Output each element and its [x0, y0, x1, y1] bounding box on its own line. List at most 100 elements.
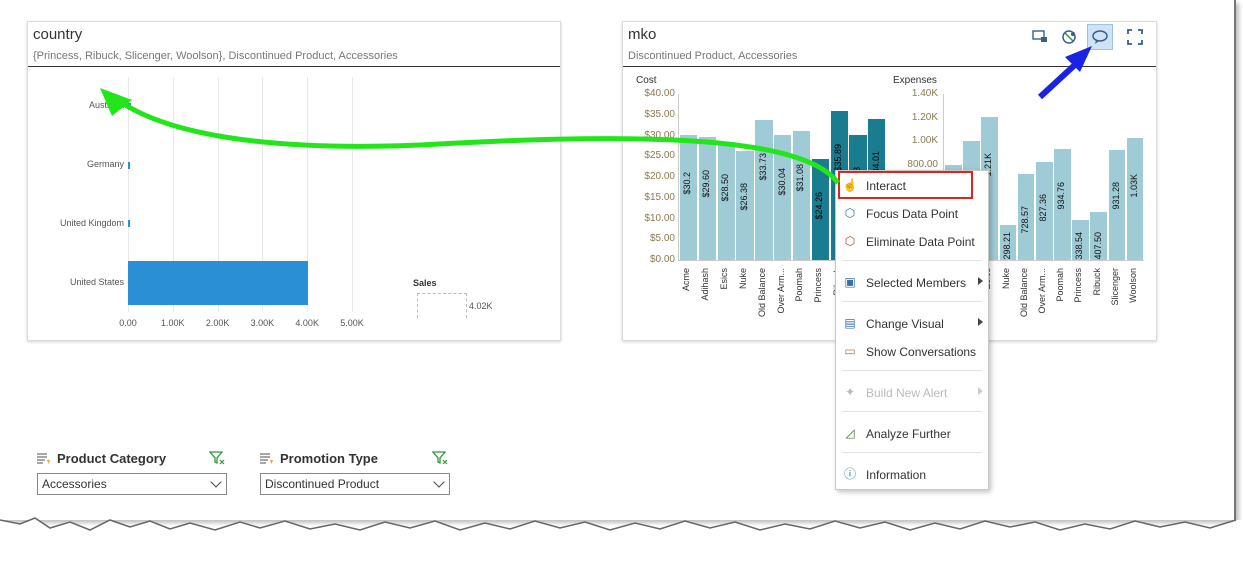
gridline — [217, 77, 219, 312]
category-label: Princess — [1073, 268, 1084, 303]
sales-bar[interactable] — [128, 220, 130, 228]
category-label: Princess — [813, 268, 824, 303]
category-label: Over Arm... — [775, 268, 786, 314]
country-label: United States — [69, 276, 124, 287]
funnel-icon[interactable] — [208, 451, 225, 468]
category-label: Old Balance — [1018, 268, 1029, 318]
x-tick-label: 4.00K — [295, 318, 319, 328]
data-bar[interactable] — [1108, 149, 1126, 260]
data-label: $33.73 — [757, 152, 768, 181]
x-tick-label: 2.00K — [205, 318, 230, 328]
y-tick-label: $5.00 — [649, 233, 675, 245]
country-panel-title: country — [33, 26, 83, 43]
data-bar[interactable] — [792, 131, 811, 260]
y-tick-label: 1.20K — [911, 111, 938, 123]
interact-mode-icon[interactable] — [1087, 24, 1113, 50]
analyze-icon: ◿ — [845, 426, 855, 440]
data-label: 1.03K — [1128, 174, 1139, 198]
data-label: $30.2 — [682, 172, 693, 195]
data-label: 931.28 — [1110, 182, 1121, 210]
menu-item-interact[interactable]: ☝ Interact — [836, 173, 988, 199]
data-bar[interactable] — [1017, 173, 1035, 260]
menu-item-label: Interact — [866, 179, 907, 193]
funnel-icon[interactable] — [431, 451, 448, 468]
menu-item-focus-data-point[interactable]: ⬡ Focus Data Point — [836, 201, 988, 227]
page-frame — [1234, 0, 1236, 520]
menu-item-show-conversations[interactable]: ▭ Show Conversations — [836, 339, 988, 365]
data-bar[interactable] — [680, 134, 698, 260]
sales-by-country-chart[interactable] — [128, 77, 418, 312]
country-panel[interactable]: country {Princess, Ribuck, Slicenger, Wo… — [27, 21, 561, 341]
category-label: Adihash — [700, 268, 711, 301]
menu-item-build-new-alert: ✦ Build New Alert — [836, 380, 988, 406]
category-label: Ribuck — [1091, 268, 1102, 296]
category-label: Acme — [681, 268, 692, 292]
y-tick-label: $40.00 — [644, 88, 675, 99]
conversations-icon: ▭ — [844, 344, 856, 358]
category-label: Poomah — [794, 268, 805, 302]
country-label: Germany — [86, 159, 124, 170]
gridline — [128, 77, 129, 312]
show-conversations-icon[interactable] — [1027, 24, 1053, 50]
menu-item-label: Eliminate Data Point — [866, 235, 975, 249]
data-label: 338.54 — [1074, 232, 1085, 260]
alert-icon: ✦ — [844, 385, 856, 399]
data-label: 407.50 — [1092, 232, 1103, 260]
panel-divider — [28, 66, 560, 67]
gridline — [172, 77, 174, 312]
x-tick-label: 3.00K — [250, 318, 275, 328]
menu-item-change-visual[interactable]: ▤ Change Visual — [836, 311, 988, 337]
product-category-select[interactable]: Accessories — [37, 473, 227, 495]
data-label: 934.76 — [1056, 181, 1067, 210]
menu-item-label: Information — [866, 468, 927, 482]
data-label: $24.26 — [814, 191, 825, 220]
data-bar[interactable] — [698, 137, 717, 260]
data-bar[interactable] — [1054, 149, 1071, 260]
y-tick-label: $30.00 — [644, 129, 675, 141]
category-label: Poomah — [1055, 268, 1066, 302]
data-bar[interactable] — [755, 120, 773, 260]
y-tick-label: $0.00 — [649, 254, 675, 265]
category-label: Nuke — [1000, 268, 1011, 290]
y-tick-label: 800.00 — [907, 159, 938, 171]
category-label: Old Balance — [756, 268, 767, 318]
sales-bar[interactable] — [128, 260, 309, 305]
menu-item-label: Show Conversations — [866, 345, 977, 359]
refresh-explore-icon[interactable] — [1057, 24, 1083, 50]
data-label: $31.08 — [795, 163, 806, 192]
data-bar[interactable] — [1090, 211, 1108, 260]
gridline — [262, 77, 264, 312]
sales-bar[interactable] — [128, 102, 132, 110]
menu-item-information[interactable]: ⓘ Information — [836, 462, 988, 488]
data-bar[interactable] — [774, 135, 792, 260]
menu-separator — [842, 452, 982, 453]
menu-item-label: Analyze Further — [866, 427, 951, 441]
select-value: Discontinued Product — [265, 477, 380, 491]
data-label: $29.60 — [701, 169, 712, 198]
y-tick-label: $20.00 — [644, 171, 675, 182]
category-label: Woolson — [1127, 268, 1138, 303]
data-bar[interactable] — [1126, 137, 1144, 260]
context-menu[interactable]: ☝ Interact ⬡ Focus Data Point ⬡ Eliminat… — [835, 170, 989, 490]
menu-item-eliminate-data-point[interactable]: ⬡ Eliminate Data Point — [836, 229, 988, 255]
y-tick-label: $15.00 — [644, 191, 675, 203]
menu-separator — [842, 411, 982, 412]
data-bar[interactable] — [1035, 161, 1053, 260]
promotion-type-select[interactable]: Discontinued Product — [260, 473, 450, 495]
chevron-down-icon — [433, 476, 445, 488]
selected-members-icon: ▣ — [844, 275, 856, 289]
expenses-chart-title: Expenses — [893, 75, 937, 86]
sales-bar[interactable] — [128, 161, 130, 169]
y-tick-label: $35.00 — [644, 108, 675, 120]
category-label: Nuke — [737, 268, 748, 290]
data-bar[interactable] — [1072, 219, 1089, 260]
menu-item-label: Change Visual — [866, 317, 944, 331]
filter-title: Promotion Type — [280, 451, 378, 466]
data-label: $26.38 — [738, 183, 749, 211]
menu-item-selected-members[interactable]: ▣ Selected Members — [836, 270, 988, 296]
data-bar[interactable] — [999, 224, 1017, 260]
filter-list-icon — [260, 453, 273, 464]
data-label: 827.36 — [1038, 194, 1048, 222]
menu-item-analyze-further[interactable]: ◿ Analyze Further — [836, 421, 988, 447]
fullscreen-icon[interactable] — [1122, 24, 1148, 50]
